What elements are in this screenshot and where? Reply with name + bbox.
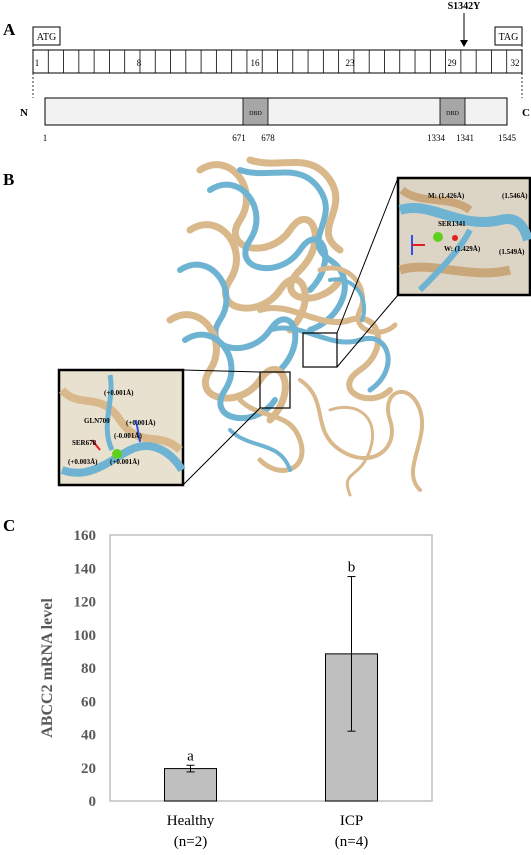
y-tick-labels: 0 20 40 60 80 100 120 140 160 — [74, 528, 97, 810]
atg-box — [32, 26, 61, 46]
ion-sphere — [433, 232, 443, 242]
y-tick-label: 120 — [74, 595, 97, 611]
panel-c-bar-chart: C ABCC2 mRNA level 0 20 40 60 80 100 120 140 160… — [0, 510, 531, 850]
y-tick-label: 40 — [81, 728, 96, 744]
inset-top-m-label: M: (1.426Å) — [428, 192, 465, 200]
ion-sphere — [112, 449, 122, 459]
significance-letter: b — [348, 560, 356, 576]
target-box-ser678 — [259, 371, 291, 409]
panel-c-label: C — [3, 516, 16, 535]
inset-bottom-l5: (+0.001Å) — [110, 458, 140, 466]
bar-healthy — [164, 768, 217, 802]
gene-protein-diagram: ATG TAG S1342Y 1 8 16 23 29 32 N C DBD D… — [20, 1, 530, 143]
y-tick-label: 0 — [89, 794, 97, 810]
exon-number: 1 — [35, 58, 40, 68]
sample-size-label: (n=4) — [335, 834, 368, 850]
dbd-domain-2 — [439, 97, 466, 126]
mutation-arrowhead — [460, 40, 468, 47]
inset-ser678: (+0.001Å) GLN700 (+0.001Å) (-0.001Å) SER… — [57, 368, 186, 487]
plot-area — [109, 534, 433, 802]
position-label: 1341 — [456, 133, 474, 143]
abcc2-bar-chart: ABCC2 mRNA level 0 20 40 60 80 100 120 140 160 a… — [39, 528, 433, 850]
y-tick-label: 60 — [81, 694, 96, 710]
position-label: 678 — [261, 133, 275, 143]
significance-letter: a — [187, 748, 194, 764]
position-label: 1334 — [427, 133, 446, 143]
inset-bottom-residue1: GLN700 — [84, 417, 110, 425]
mutation-label: S1342Y — [448, 1, 482, 12]
y-axis-label: ABCC2 mRNA level — [39, 598, 56, 738]
protein-bar — [44, 97, 508, 126]
inset-bottom-l4: (+0.003Å) — [68, 458, 98, 466]
panel-a-label: A — [3, 20, 16, 39]
position-label: 1545 — [498, 133, 517, 143]
tag-label: TAG — [499, 32, 519, 43]
protein-structure-image: M: (1.426Å) (1.546Å) SER1341 W: (1.429Å)… — [57, 156, 531, 497]
exon-number: 16 — [251, 58, 261, 68]
position-label: 1 — [43, 133, 48, 143]
x-tick-label: Healthy — [167, 813, 215, 829]
connector-top-1 — [336, 177, 399, 334]
sample-size-label: (n=2) — [174, 834, 207, 850]
connector-bottom-1 — [182, 369, 261, 373]
connector-top-2 — [336, 294, 399, 368]
inset-bottom-l2: (+0.001Å) — [126, 419, 156, 427]
exon-number: 29 — [448, 58, 458, 68]
position-label: 671 — [232, 133, 246, 143]
target-box-ser1341 — [302, 332, 338, 368]
panel-b-protein-structure: B — [0, 150, 531, 510]
inset-top-residue: SER1341 — [438, 220, 466, 228]
exon-number: 8 — [137, 58, 142, 68]
inset-bottom-l3: (-0.001Å) — [114, 432, 142, 440]
dbd-domain-1 — [242, 97, 269, 126]
y-tick-label: 140 — [74, 561, 97, 577]
inset-top-w-label: W: (1.429Å) — [444, 245, 481, 253]
exon-ticks — [47, 50, 508, 73]
inset-bottom-residue2: SER678 — [72, 439, 97, 447]
connector-bottom-2 — [182, 407, 261, 486]
exon-number: 23 — [346, 58, 356, 68]
x-tick-labels: Healthy (n=2) ICP (n=4) — [167, 813, 368, 850]
atg-label: ATG — [37, 32, 56, 43]
c-terminus-label: C — [522, 107, 530, 119]
exon-number: 32 — [511, 58, 520, 68]
y-tick-label: 160 — [74, 528, 97, 544]
n-terminus-label: N — [20, 107, 28, 119]
panel-b-label: B — [3, 170, 15, 189]
y-tick-label: 20 — [81, 761, 96, 777]
bars: ab — [164, 560, 378, 802]
inset-top-r-label: (1.546Å) — [502, 192, 528, 200]
panel-a-gene-structure: A ATG TAG S1342Y 1 8 16 23 29 32 N C DBD… — [0, 0, 531, 150]
inset-top-side-label: (1.549Å) — [499, 248, 525, 256]
ribbon-structure — [166, 156, 425, 497]
dbd-label-2: DBD — [446, 111, 459, 117]
inset-ser1341: M: (1.426Å) (1.546Å) SER1341 W: (1.429Å)… — [396, 176, 531, 297]
y-tick-label: 80 — [81, 661, 96, 677]
y-tick-label: 100 — [74, 628, 97, 644]
inset-bottom-l1: (+0.001Å) — [104, 389, 134, 397]
tag-box — [494, 26, 523, 46]
x-tick-label: ICP — [340, 813, 363, 829]
dbd-label-1: DBD — [249, 111, 262, 117]
